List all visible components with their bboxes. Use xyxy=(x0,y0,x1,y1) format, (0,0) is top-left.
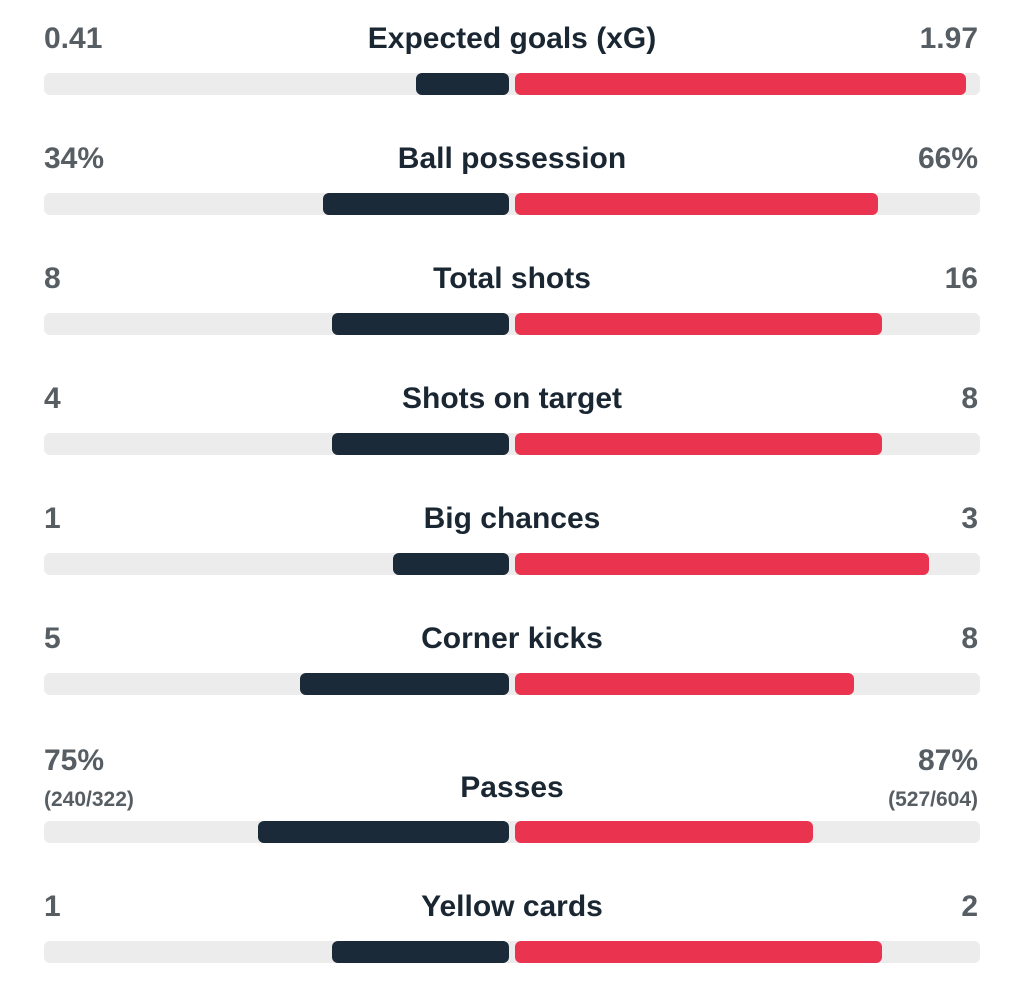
away-value: 2 xyxy=(961,890,978,923)
comparison-bar-track xyxy=(44,433,980,455)
stat-label: Yellow cards xyxy=(421,890,603,923)
home-bar xyxy=(258,821,509,843)
away-bar xyxy=(515,821,813,843)
home-value: 5 xyxy=(44,622,61,655)
stat-label: Shots on target xyxy=(401,382,622,415)
stat-label: Passes xyxy=(460,771,564,804)
home-value: 34% xyxy=(44,142,105,175)
comparison-bar-track xyxy=(44,193,980,215)
home-bar xyxy=(300,673,509,695)
away-value: 3 xyxy=(961,502,978,535)
comparison-bar-track xyxy=(44,821,980,843)
stat-label: Total shots xyxy=(433,262,591,295)
away-bar xyxy=(515,313,882,335)
away-value: 8 xyxy=(961,622,978,655)
away-bar xyxy=(515,193,878,215)
home-bar xyxy=(332,941,509,963)
comparison-bar-track xyxy=(44,553,980,575)
home-bar xyxy=(332,433,509,455)
away-bar xyxy=(515,73,966,95)
home-bar xyxy=(393,553,509,575)
comparison-bar-track xyxy=(44,673,980,695)
stat-label: Corner kicks xyxy=(421,622,603,655)
home-value: 75% xyxy=(44,744,105,777)
home-bar xyxy=(332,313,509,335)
away-value: 16 xyxy=(944,262,978,295)
away-value-detail: (527/604) xyxy=(888,788,978,811)
away-bar xyxy=(515,941,882,963)
stat-label: Expected goals (xG) xyxy=(367,22,657,55)
home-value: 1 xyxy=(44,890,61,923)
home-value: 8 xyxy=(44,262,61,295)
stat-label: Big chances xyxy=(423,502,601,535)
away-bar xyxy=(515,673,854,695)
away-bar xyxy=(515,433,882,455)
comparison-bar-track xyxy=(44,313,980,335)
home-value: 1 xyxy=(44,502,61,535)
home-value: 0.41 xyxy=(44,22,103,55)
away-value: 87% xyxy=(917,744,978,777)
away-bar xyxy=(515,553,929,575)
home-value: 4 xyxy=(44,382,61,415)
away-value: 66% xyxy=(917,142,978,175)
home-value-detail: (240/322) xyxy=(44,788,134,811)
away-value: 8 xyxy=(961,382,978,415)
comparison-bar-track xyxy=(44,73,980,95)
home-bar xyxy=(416,73,509,95)
away-value: 1.97 xyxy=(919,22,978,55)
home-bar xyxy=(323,193,509,215)
stat-label: Ball possession xyxy=(397,142,627,175)
comparison-bar-track xyxy=(44,941,980,963)
